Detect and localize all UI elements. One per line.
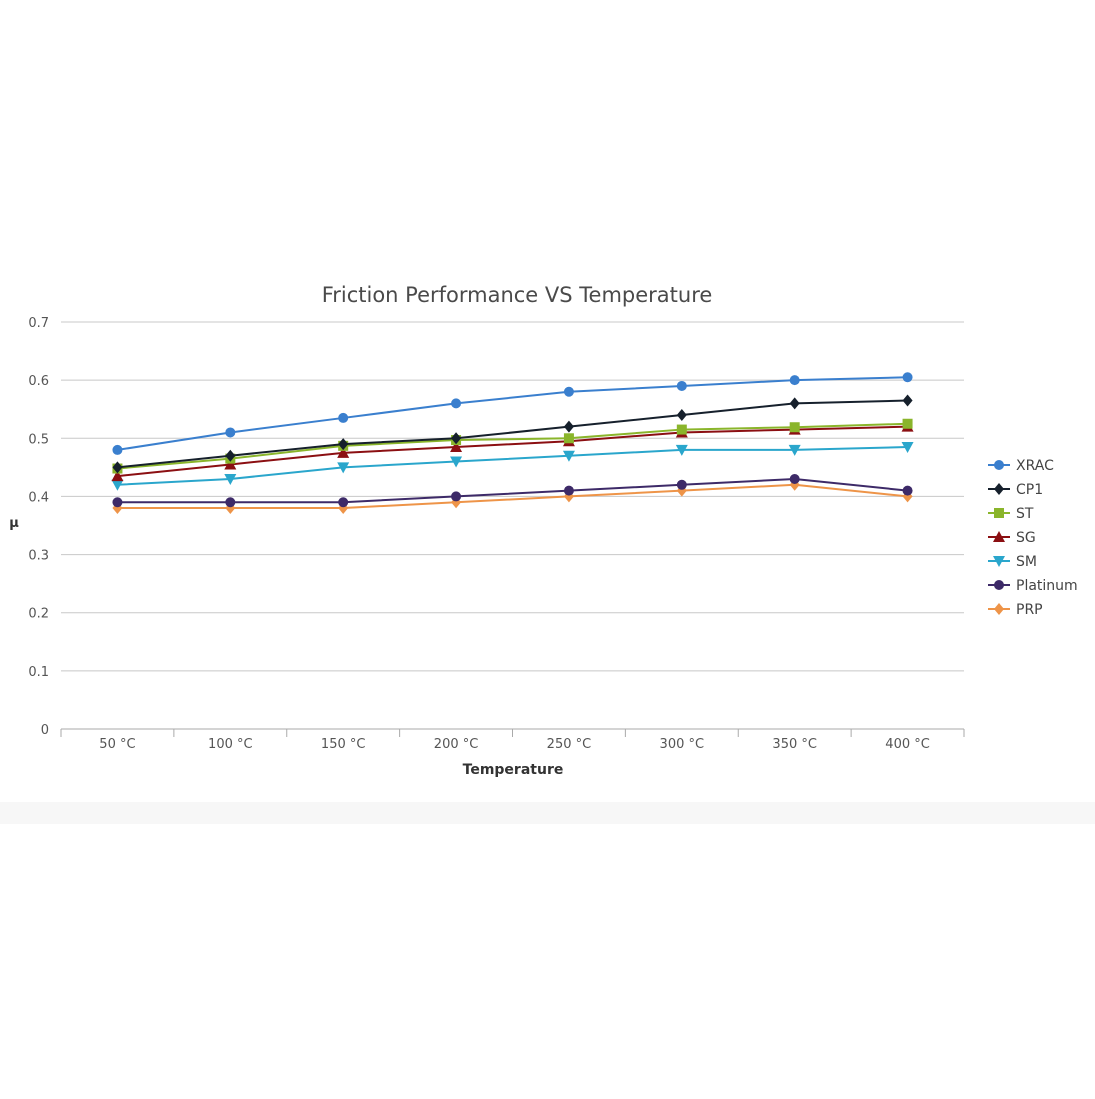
- data-point-platinum: [789, 473, 800, 484]
- data-point-platinum: [225, 497, 236, 508]
- data-point-cp1: [902, 394, 913, 407]
- grid-lines: [61, 321, 964, 672]
- series-line-xrac: [116, 376, 909, 451]
- y-axis-label: μ: [9, 516, 19, 531]
- x-tick-label: 50 °C: [99, 737, 135, 752]
- legend-label: ST: [1016, 506, 1034, 522]
- y-tick-label: 0.1: [28, 665, 49, 680]
- x-axis: 50 °C 100 °C 150 °C 200 °C 250 °C 300 °C 350 °…: [60, 728, 965, 752]
- data-point-st: [676, 424, 687, 435]
- data-point-xrac: [563, 386, 574, 397]
- data-point-cp1: [789, 397, 800, 410]
- x-axis-label: Temperature: [463, 762, 564, 778]
- legend-label: Platinum: [1016, 578, 1078, 594]
- legend-marker: [993, 531, 1005, 542]
- series-line-prp: [116, 483, 909, 510]
- series-line-sg: [116, 425, 909, 478]
- y-tick-label: 0.2: [28, 607, 49, 622]
- legend-item-xrac: XRAC: [988, 458, 1054, 474]
- x-tick-label: 300 °C: [660, 737, 705, 752]
- footer-band: [0, 802, 1095, 824]
- data-point-sm: [224, 473, 237, 485]
- data-point-sm: [675, 444, 688, 456]
- data-point-cp1: [451, 432, 462, 445]
- legend: XRAC CP1 ST SG SM Platinum PRP: [988, 458, 1078, 618]
- legend-item-st: ST: [988, 506, 1034, 522]
- series-layer: [111, 372, 914, 515]
- series-cp1: [112, 394, 913, 474]
- series-platinum: [112, 473, 913, 508]
- x-tick-label: 150 °C: [321, 737, 366, 752]
- data-point-platinum: [902, 485, 913, 496]
- legend-marker: [994, 483, 1004, 495]
- y-tick-label: 0.3: [28, 549, 49, 564]
- series-line-cp1: [116, 399, 909, 469]
- legend-marker: [993, 556, 1005, 567]
- data-point-st: [563, 433, 574, 444]
- data-point-sm: [450, 456, 463, 468]
- legend-item-cp1: CP1: [988, 482, 1043, 498]
- series-xrac: [112, 372, 913, 455]
- x-tick-label: 250 °C: [547, 737, 592, 752]
- data-point-xrac: [676, 380, 687, 391]
- data-point-sm: [901, 442, 914, 454]
- legend-label: SG: [1016, 530, 1036, 546]
- data-point-sg: [111, 470, 124, 482]
- data-point-st: [789, 422, 800, 433]
- chart-title: Friction Performance VS Temperature: [322, 283, 713, 307]
- data-point-cp1: [112, 461, 123, 474]
- data-point-xrac: [789, 375, 800, 386]
- data-point-platinum: [112, 497, 123, 508]
- series-line-st: [116, 422, 909, 470]
- legend-label: CP1: [1016, 482, 1043, 498]
- legend-label: SM: [1016, 554, 1037, 570]
- legend-item-sg: SG: [988, 530, 1036, 546]
- y-tick-label: 0.6: [28, 374, 49, 389]
- x-tick-label: 350 °C: [772, 737, 817, 752]
- data-point-sg: [450, 441, 463, 453]
- legend-item-prp: PRP: [988, 602, 1043, 618]
- data-point-xrac: [338, 412, 349, 423]
- data-point-xrac: [902, 372, 913, 383]
- legend-label: PRP: [1016, 602, 1043, 618]
- data-point-sm: [788, 444, 801, 456]
- data-point-cp1: [225, 449, 236, 462]
- data-point-platinum: [338, 497, 349, 508]
- legend-marker: [994, 460, 1004, 470]
- data-point-sm: [562, 450, 575, 462]
- y-tick-label: 0.7: [28, 316, 49, 331]
- series-line-platinum: [116, 477, 909, 504]
- y-tick-label: 0.4: [28, 490, 49, 505]
- legend-label: XRAC: [1016, 458, 1054, 474]
- data-point-sg: [224, 458, 237, 470]
- legend-marker: [994, 508, 1004, 518]
- data-point-platinum: [676, 479, 687, 490]
- data-point-platinum: [563, 485, 574, 496]
- data-point-platinum: [451, 491, 462, 502]
- data-point-xrac: [225, 427, 236, 438]
- data-point-cp1: [563, 420, 574, 433]
- legend-marker: [994, 603, 1004, 615]
- legend-item-sm: SM: [988, 554, 1037, 570]
- data-point-st: [902, 418, 913, 429]
- data-point-xrac: [451, 398, 462, 409]
- x-tick-label: 100 °C: [208, 737, 253, 752]
- y-axis-ticks: 0 0.1 0.2 0.3 0.4 0.5 0.6 0.7: [28, 316, 49, 738]
- data-point-sg: [337, 446, 350, 458]
- data-point-xrac: [112, 444, 123, 455]
- x-tick-label: 400 °C: [885, 737, 930, 752]
- y-tick-label: 0: [41, 723, 49, 738]
- data-point-cp1: [338, 438, 349, 451]
- x-tick-label: 200 °C: [434, 737, 479, 752]
- data-point-sm: [337, 462, 350, 474]
- series-line-sm: [116, 446, 909, 486]
- legend-item-platinum: Platinum: [988, 578, 1078, 594]
- y-tick-label: 0.5: [28, 432, 49, 447]
- legend-marker: [994, 580, 1004, 590]
- data-point-sm: [111, 479, 124, 491]
- data-point-cp1: [676, 409, 687, 422]
- series-sm: [111, 442, 914, 491]
